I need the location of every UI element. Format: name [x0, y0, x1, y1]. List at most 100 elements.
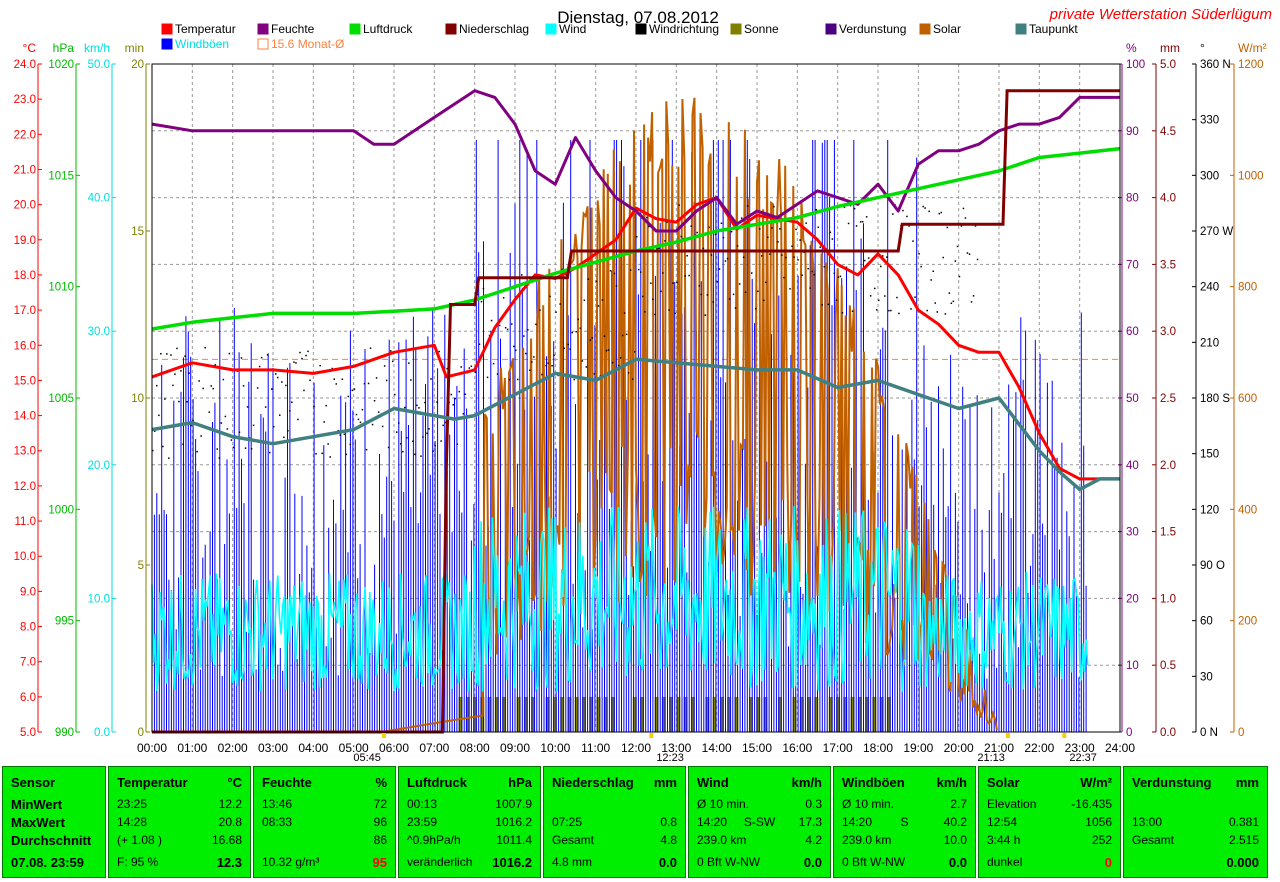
wind-direction-dot	[486, 376, 489, 379]
wind-tick-label: 20.0	[88, 460, 110, 472]
wind-direction-dot	[573, 378, 575, 381]
pressure-cell: 1016.2	[492, 855, 532, 870]
humidity-cell: 96	[373, 815, 387, 829]
wind-direction-dot	[385, 379, 388, 382]
wind-direction-dot	[630, 269, 632, 271]
sunshine-bar	[531, 697, 536, 732]
temp-cell: 12.2	[218, 797, 242, 811]
row-label-current: 07.08. 23:59	[11, 855, 85, 870]
wind-direction-dot	[634, 351, 636, 353]
legend-swatch	[730, 23, 742, 35]
wind-cell: 239.0 km	[697, 833, 747, 847]
legend-label: Windrichtung	[649, 22, 719, 36]
sunshine-bar	[777, 697, 782, 732]
temp-tick-label: 21.0	[14, 164, 36, 176]
temp-panel-unit: °C	[227, 775, 242, 790]
temp-panel-header: Temperatur °C	[117, 775, 242, 793]
wind-direction-dot	[478, 343, 481, 345]
wind-direction-dot	[412, 440, 414, 442]
wind-direction-dot	[867, 257, 870, 259]
wind-direction-dot	[252, 424, 255, 427]
wind-direction-dot	[260, 356, 263, 359]
wind-direction-dot	[541, 373, 543, 376]
sunshine-bar	[683, 697, 688, 732]
direction-tick-label: 210	[1200, 337, 1219, 349]
wind-direction-dot	[410, 379, 412, 381]
legend-label: Sonne	[744, 22, 779, 36]
wind-direction-dot	[726, 257, 729, 260]
wind-direction-dot	[855, 225, 858, 227]
legend-label: Windböen	[175, 37, 229, 51]
temp-tick-label: 22.0	[14, 129, 36, 141]
wind-direction-dot	[293, 361, 295, 363]
wind-direction-dot	[367, 382, 370, 385]
legend-label: Verdunstung	[839, 22, 906, 36]
wind-direction-dot	[859, 221, 862, 223]
wind-direction-dot	[938, 212, 940, 215]
wind-direction-dot	[746, 205, 749, 207]
wind-direction-dot	[732, 293, 735, 296]
evap-cell: 0.000	[1226, 855, 1259, 870]
solar-tick-label: 200	[1238, 616, 1257, 628]
temp-cell: 14:28	[117, 815, 148, 829]
sunrise-marker	[381, 733, 386, 738]
wind-direction-dot	[527, 329, 529, 331]
sunshine-bar	[865, 697, 870, 732]
temp-row: F: 95 % 12.3	[117, 855, 242, 873]
wind-direction-dot	[795, 228, 797, 231]
wind-direction-dot	[811, 270, 813, 273]
wind-trace	[151, 505, 1089, 693]
legend-swatch	[161, 23, 173, 35]
rain-cell: 4.8	[660, 833, 677, 847]
time-tick-label: 16:00	[782, 741, 812, 755]
wind-direction-dot	[222, 378, 225, 381]
pressure-row: 23:59 1016.2	[407, 815, 532, 833]
wind-direction-dot	[178, 400, 180, 403]
direction-tick-label: 60	[1200, 616, 1213, 628]
wind-direction-dot	[313, 405, 315, 408]
wind-direction-dot	[759, 228, 761, 230]
wind-cell: 14:20	[697, 815, 728, 829]
wind-direction-dot	[216, 448, 218, 450]
wind-direction-dot	[226, 428, 229, 430]
wind-direction-dot	[958, 275, 961, 278]
solar-row: 12:54 1056	[987, 815, 1112, 833]
legend-swatch	[919, 23, 931, 35]
rain-axis-unit: mm	[1160, 41, 1180, 55]
wind-direction-dot	[865, 216, 868, 218]
wind-direction-dot	[827, 303, 830, 306]
wind-direction-dot	[277, 376, 279, 379]
sunshine-bar	[473, 697, 478, 732]
time-tick-label: 01:00	[177, 741, 207, 755]
temp-tick-label: 10.0	[14, 551, 36, 563]
wind-direction-dot	[345, 453, 348, 456]
data-area	[151, 89, 1121, 734]
time-tick-label: 07:00	[419, 741, 449, 755]
gust-row: 0 Bft W-NW 0.0	[842, 855, 967, 873]
wind-direction-dot	[660, 290, 662, 293]
minutes-tick-label: 15	[131, 226, 144, 238]
rain-row: 4.8 mm 0.0	[552, 855, 677, 873]
humidity-panel-header: Feuchte%	[262, 775, 387, 793]
sunshine-bar	[502, 697, 507, 732]
temp-tick-label: 8.0	[20, 622, 36, 634]
wind-direction-dot	[740, 217, 743, 219]
wind-direction-dot	[377, 411, 380, 413]
humidity-cell: 13:46	[262, 797, 293, 811]
wind-direction-dot	[531, 361, 533, 363]
solar-row: dunkel 0	[987, 855, 1112, 873]
wind-direction-dot	[361, 408, 364, 411]
wind-direction-dot	[617, 364, 620, 367]
rain-tick-label: 0.0	[1160, 727, 1176, 739]
wind-direction-dot	[174, 373, 176, 375]
series-line	[152, 89, 1120, 734]
wind-direction-dot	[585, 366, 588, 368]
noon-marker	[649, 733, 654, 738]
wind-direction-dot	[464, 393, 467, 395]
wind-direction-dot	[180, 370, 182, 372]
wind-direction-dot	[517, 378, 519, 381]
gust-cell: S	[900, 815, 909, 829]
rain-cell: 07:25	[552, 815, 583, 829]
pressure-row: ^0.9hPa/h 1011.4	[407, 833, 532, 851]
humidity-cell: 08:33	[262, 815, 293, 829]
